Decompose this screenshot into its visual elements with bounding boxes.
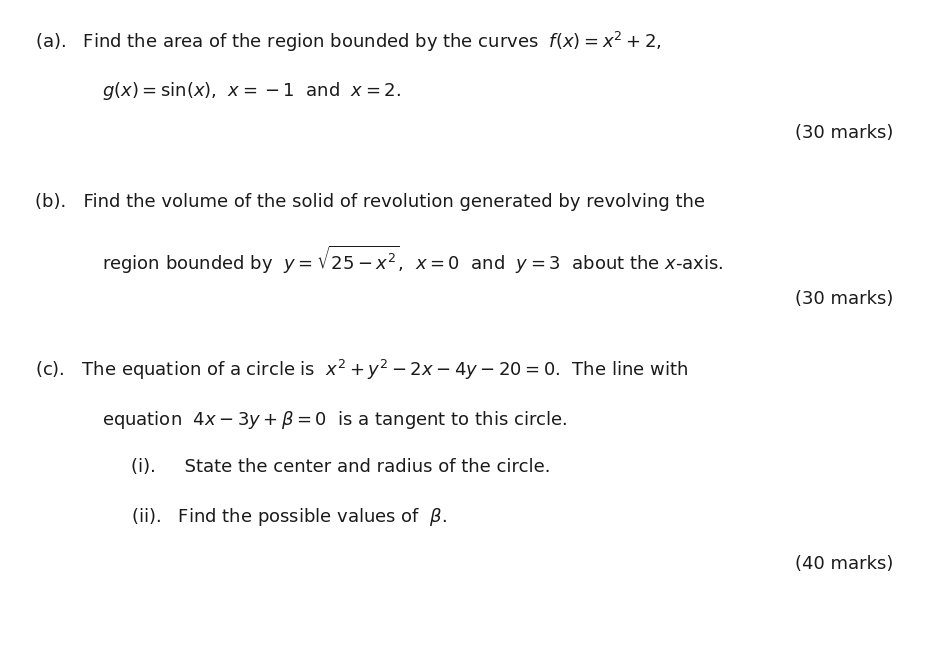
- Text: (c).   The equation of a circle is  $x^2+y^2-2x-4y-20=0$.  The line with: (c). The equation of a circle is $x^2+y^…: [35, 358, 688, 383]
- Text: (40 marks): (40 marks): [795, 555, 894, 573]
- Text: (b).   Find the volume of the solid of revolution generated by revolving the: (b). Find the volume of the solid of rev…: [35, 193, 706, 211]
- Text: (a).   Find the area of the region bounded by the curves  $f(x)=x^2+2$,: (a). Find the area of the region bounded…: [35, 29, 662, 54]
- Text: $g(x)=\sin(x)$,  $x=-1$  and  $x=2$.: $g(x)=\sin(x)$, $x=-1$ and $x=2$.: [102, 80, 401, 102]
- Text: (30 marks): (30 marks): [795, 290, 894, 307]
- Text: (i).     State the center and radius of the circle.: (i). State the center and radius of the …: [131, 458, 551, 476]
- Text: equation  $4x-3y+\beta=0$  is a tangent to this circle.: equation $4x-3y+\beta=0$ is a tangent to…: [102, 409, 567, 432]
- Text: (ii).   Find the possible values of  $\beta$.: (ii). Find the possible values of $\beta…: [131, 506, 447, 528]
- Text: region bounded by  $y=\sqrt{25-x^2}$,  $x=0$  and  $y=3$  about the $x$-axis.: region bounded by $y=\sqrt{25-x^2}$, $x=…: [102, 244, 723, 276]
- Text: (30 marks): (30 marks): [795, 124, 894, 142]
